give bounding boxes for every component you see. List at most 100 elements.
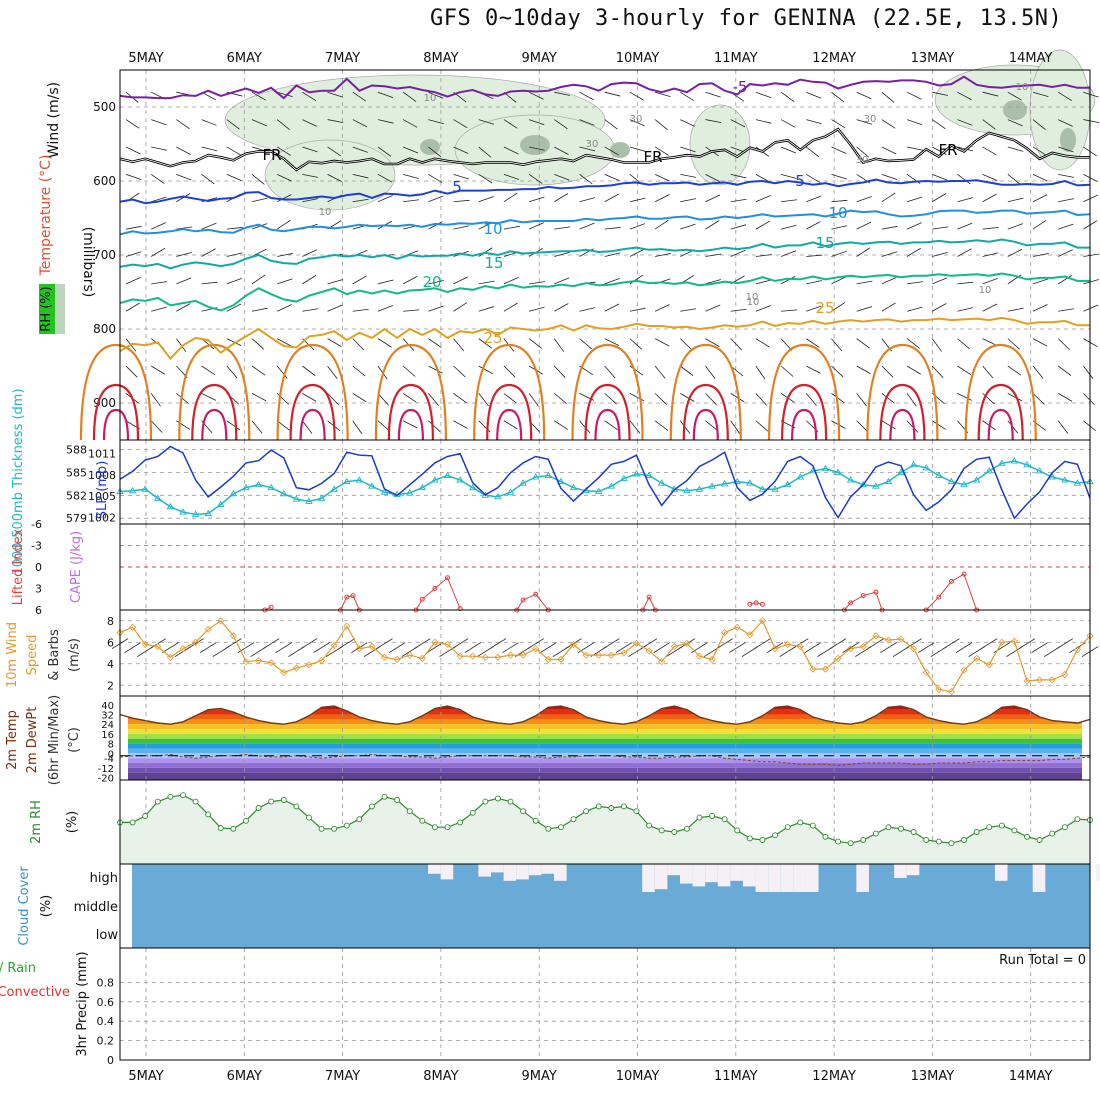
convective-temp-contour xyxy=(977,383,1024,441)
convective-temp-contour xyxy=(791,408,818,441)
wind-barb xyxy=(654,219,669,230)
thickness-marker xyxy=(947,477,956,485)
thickness-marker xyxy=(506,488,515,495)
isotherm-label: 20 xyxy=(422,273,441,291)
wind-barb xyxy=(982,91,999,97)
wind-barb xyxy=(932,193,947,203)
wind-barb xyxy=(806,173,821,183)
thickness-marker xyxy=(783,480,792,488)
wind-barb xyxy=(125,302,140,312)
wind-barb-10m xyxy=(502,642,519,653)
wind-barb xyxy=(226,252,243,257)
wind-barb xyxy=(226,146,241,156)
rh-contour-label: 10 xyxy=(746,292,759,303)
wind-barb xyxy=(302,173,319,178)
li-marker xyxy=(419,596,425,602)
wind-barb-10m xyxy=(225,638,242,649)
wind-barb xyxy=(957,91,972,101)
wind-speed-marker xyxy=(607,651,615,659)
wind-barb xyxy=(705,393,717,406)
wind-barb xyxy=(302,198,319,203)
wind-barb xyxy=(957,393,972,401)
wind-barb xyxy=(705,253,722,257)
precip-tick-label: 0.6 xyxy=(97,996,115,1009)
rh-marker xyxy=(469,809,476,816)
wind-barb xyxy=(453,302,468,312)
rh-marker xyxy=(620,803,627,810)
precip-tick-label: 0.2 xyxy=(97,1035,115,1048)
wind-barb xyxy=(906,365,921,375)
wind-barb xyxy=(402,393,417,403)
temp-tick-label: 24 xyxy=(101,720,114,731)
temp-axis-label: 2m DewPt xyxy=(25,707,40,774)
wind-barb xyxy=(680,393,695,402)
wind-barb xyxy=(982,365,994,379)
wind-speed-marker xyxy=(569,640,578,648)
wind-barb xyxy=(680,146,696,153)
wind-barb xyxy=(327,279,344,285)
wind-barb xyxy=(428,280,445,285)
thickness-marker xyxy=(708,482,716,489)
wind-barb xyxy=(1007,91,1022,101)
wind-barb xyxy=(982,119,996,130)
thickness-marker xyxy=(128,486,137,494)
wind-barb xyxy=(554,277,570,285)
wind-barb xyxy=(277,253,293,257)
wind-barb xyxy=(1058,198,1074,203)
wind-barb xyxy=(428,221,443,230)
wind-barb xyxy=(654,393,667,405)
wind-barb xyxy=(176,173,192,181)
wind-barb xyxy=(856,247,871,257)
rh-marker xyxy=(406,808,413,815)
wind-barb xyxy=(528,196,545,203)
wind-barb xyxy=(150,393,161,407)
rh-marker xyxy=(898,825,904,832)
cloud-high-gap xyxy=(805,864,819,892)
wind-barb xyxy=(125,173,142,180)
wind-barb xyxy=(856,146,870,158)
rh-marker xyxy=(885,824,892,831)
wind-barb-10m xyxy=(187,638,204,649)
wind-barb xyxy=(302,275,317,285)
wind-barb xyxy=(806,195,822,203)
wind-barb xyxy=(201,222,217,230)
wind-barb xyxy=(831,119,846,129)
wind-barb xyxy=(377,305,394,312)
convective-temp-contour xyxy=(584,383,631,441)
wind-barb xyxy=(755,420,769,432)
wind-barb xyxy=(377,393,389,406)
rh-marker xyxy=(835,838,842,845)
li-marker xyxy=(646,594,652,600)
wind-barb-10m xyxy=(376,638,393,649)
wind-barb xyxy=(730,173,747,179)
thickness-marker xyxy=(531,473,540,480)
wind-barb xyxy=(831,302,846,312)
wind-barb xyxy=(982,393,995,405)
isotherm-label: -5 xyxy=(733,78,748,96)
wind-barb xyxy=(226,278,242,285)
wind-barb xyxy=(680,365,694,376)
wind-barb xyxy=(1032,365,1044,379)
cloud-high-gap xyxy=(516,864,529,880)
cloud-high-gap xyxy=(768,864,781,892)
wind-barb xyxy=(453,338,465,352)
bottom-date-label: 11MAY xyxy=(714,1069,758,1084)
wind-barb xyxy=(453,276,469,285)
wind-barb xyxy=(554,91,571,96)
temp-color-band xyxy=(128,763,1082,768)
bottom-date-label: 9MAY xyxy=(522,1069,557,1084)
wind-barb xyxy=(125,251,142,257)
rh-marker xyxy=(847,840,854,847)
rh-marker xyxy=(167,793,174,800)
wind-barb xyxy=(201,338,215,350)
wind-barb xyxy=(806,338,820,348)
thickness-marker xyxy=(342,477,351,485)
wind-barb-10m xyxy=(615,642,633,653)
wind-barb xyxy=(780,275,796,285)
rh-marker xyxy=(306,814,312,821)
bottom-date-label: 6MAY xyxy=(227,1069,262,1084)
rh-marker xyxy=(683,825,690,832)
wind-barb xyxy=(831,276,847,285)
wind-barb xyxy=(982,338,998,346)
